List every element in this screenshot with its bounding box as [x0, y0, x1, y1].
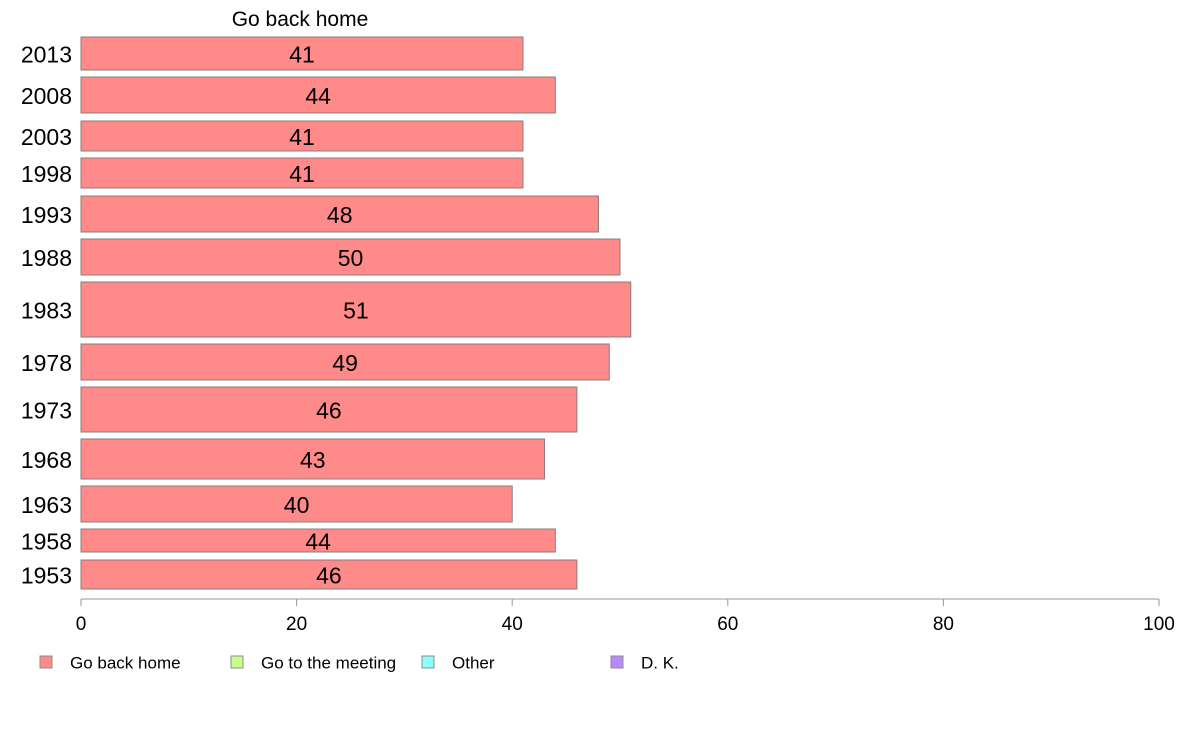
legend-swatch-1 [39, 655, 53, 669]
bar-1988 [80, 238, 621, 276]
bar-value-label-1983: 51 [343, 298, 369, 324]
bar-1958 [80, 528, 556, 553]
bar-2003 [80, 120, 524, 152]
category-label-1983: 1983 [21, 298, 72, 324]
category-label-1988: 1988 [21, 245, 72, 271]
bar-value-label-2008: 44 [305, 83, 331, 109]
legend: Go back home Go to the meeting Other D. K. [39, 654, 679, 673]
x-tick-label-80: 80 [933, 614, 954, 635]
bar-value-label-1963: 40 [284, 492, 310, 518]
category-label-1973: 1973 [21, 398, 72, 424]
x-tick-label-0: 0 [76, 614, 87, 635]
x-tick-label-100: 100 [1143, 614, 1175, 635]
category-label-2003: 2003 [21, 124, 72, 150]
bar-value-label-2013: 41 [289, 42, 315, 68]
bar-1993 [80, 195, 599, 233]
legend-swatch-4 [610, 655, 624, 669]
category-label-2013: 2013 [21, 42, 72, 68]
legend-swatch-2 [230, 655, 244, 669]
category-label-2008: 2008 [21, 83, 72, 109]
x-axis: 0 20 40 60 80 100 [76, 598, 1175, 635]
bar-1963 [80, 485, 513, 523]
category-label-1953: 1953 [21, 563, 72, 589]
bar-value-label-1993: 48 [327, 202, 353, 228]
bar-value-label-1998: 41 [289, 161, 315, 187]
bar-value-label-1973: 46 [316, 398, 342, 424]
bar-1978 [80, 343, 610, 381]
legend-label-1: Go back home [70, 654, 181, 673]
category-label-1963: 1963 [21, 492, 72, 518]
bar-1953 [80, 559, 578, 590]
bar-1998 [80, 157, 524, 189]
category-label-1968: 1968 [21, 447, 72, 473]
bar-value-label-1953: 46 [316, 563, 342, 589]
bar-value-label-1958: 44 [305, 529, 331, 555]
bar-1983 [80, 281, 632, 338]
legend-swatch-3 [421, 655, 435, 669]
category-label-1998: 1998 [21, 161, 72, 187]
category-label-1958: 1958 [21, 529, 72, 555]
x-tick-label-40: 40 [502, 614, 523, 635]
bar-2008 [80, 76, 556, 114]
bar-1968 [80, 438, 546, 480]
x-tick-label-60: 60 [717, 614, 738, 635]
bars-group: 41 2013 44 2008 41 2003 41 1998 48 1993 50 1988 51 19… [21, 36, 632, 590]
legend-label-4: D. K. [641, 654, 679, 673]
bar-value-label-1978: 49 [332, 350, 358, 376]
category-label-1978: 1978 [21, 350, 72, 376]
chart-title: Go back home [232, 8, 369, 31]
bar-1973 [80, 386, 578, 433]
bar-value-label-1988: 50 [338, 245, 364, 271]
bar-value-label-2003: 41 [289, 124, 315, 150]
bar-value-label-1968: 43 [300, 447, 326, 473]
category-label-1993: 1993 [21, 202, 72, 228]
bar-2013 [80, 36, 524, 71]
legend-label-3: Other [452, 654, 495, 673]
x-tick-label-20: 20 [286, 614, 307, 635]
legend-label-2: Go to the meeting [261, 654, 396, 673]
